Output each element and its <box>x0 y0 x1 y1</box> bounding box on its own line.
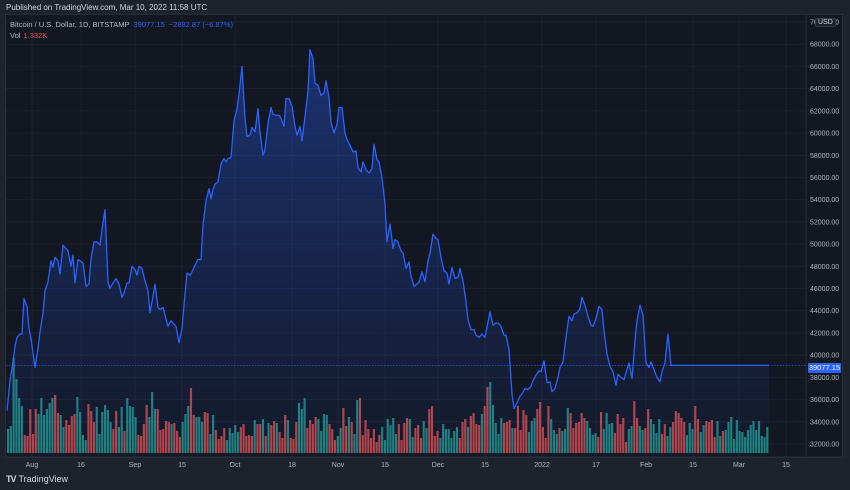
last-price: 39077.15 <box>133 20 165 29</box>
x-tick-label: 15 <box>481 462 489 469</box>
x-tick-label: 15 <box>178 462 186 469</box>
y-tick-label: 56000.00 <box>810 175 839 182</box>
x-tick-label: 16 <box>77 462 85 469</box>
x-tick-label: Sep <box>129 462 142 469</box>
footer-brand[interactable]: TV TradingView <box>6 474 68 484</box>
y-tick-label: 66000.00 <box>810 64 839 71</box>
y-tick-label: 40000.00 <box>810 353 839 360</box>
tradingview-logo-icon: TV <box>6 474 16 484</box>
y-tick-label: 54000.00 <box>810 197 839 204</box>
y-tick-label: 44000.00 <box>810 308 839 315</box>
x-tick-label: 15 <box>381 462 389 469</box>
volume-row: Vol 1.332K <box>10 30 233 41</box>
y-tick-label: 42000.00 <box>810 330 839 337</box>
symbol-name[interactable]: Bitcoin / U.S. Dollar, 1D, BITSTAMP <box>10 20 130 29</box>
volume-value: 1.332K <box>23 31 48 40</box>
volume-label[interactable]: Vol <box>10 31 21 40</box>
x-tick-label: Oct <box>230 462 241 469</box>
y-tick-label: 34000.00 <box>810 419 839 426</box>
y-tick-label: 32000.00 <box>810 441 839 448</box>
y-tick-label: 52000.00 <box>810 219 839 226</box>
x-tick-label: 18 <box>288 462 296 469</box>
y-tick-label: 48000.00 <box>810 264 839 271</box>
x-tick-label: Dec <box>432 462 445 469</box>
y-tick-label: 68000.00 <box>810 42 839 49</box>
brand-name: TradingView <box>18 474 69 484</box>
x-axis[interactable]: Aug 16 Sep 15 Oct 18 Nov 15 Dec 15 2022 17 Feb 15 Mar 1… <box>26 462 790 469</box>
chart-legend: Bitcoin / U.S. Dollar, 1D, BITSTAMP 39077… <box>10 19 233 41</box>
y-tick-label: 60000.00 <box>810 131 839 138</box>
y-tick-label: 64000.00 <box>810 86 839 93</box>
last-price-tag: 39077.15 <box>808 363 841 373</box>
published-note: Published on TradingView.com, Mar 10, 20… <box>6 3 208 12</box>
symbol-row: Bitcoin / U.S. Dollar, 1D, BITSTAMP 39077… <box>10 19 233 30</box>
x-tick-label: Nov <box>332 462 345 469</box>
y-tick-label: 46000.00 <box>810 286 839 293</box>
y-tick-label: 58000.00 <box>810 153 839 160</box>
x-tick-label: 15 <box>782 462 790 469</box>
price-area-fill <box>7 49 769 458</box>
y-axis[interactable]: 70000.0068000.0066000.0064000.0062000.00… <box>810 20 839 449</box>
x-tick-label: 17 <box>592 462 600 469</box>
price-change: −2882.87 (−6.87%) <box>168 20 233 29</box>
x-tick-label: Feb <box>640 462 652 469</box>
x-tick-label: 2022 <box>534 462 550 469</box>
x-tick-label: Mar <box>733 462 746 469</box>
y-tick-label: 36000.00 <box>810 397 839 404</box>
y-tick-label: 50000.00 <box>810 242 839 249</box>
currency-label[interactable]: USD <box>815 18 836 27</box>
x-tick-label: 15 <box>689 462 697 469</box>
x-tick-label: Aug <box>26 462 39 469</box>
y-tick-label: 38000.00 <box>810 375 839 382</box>
y-tick-label: 62000.00 <box>810 108 839 115</box>
price-line <box>6 49 769 411</box>
